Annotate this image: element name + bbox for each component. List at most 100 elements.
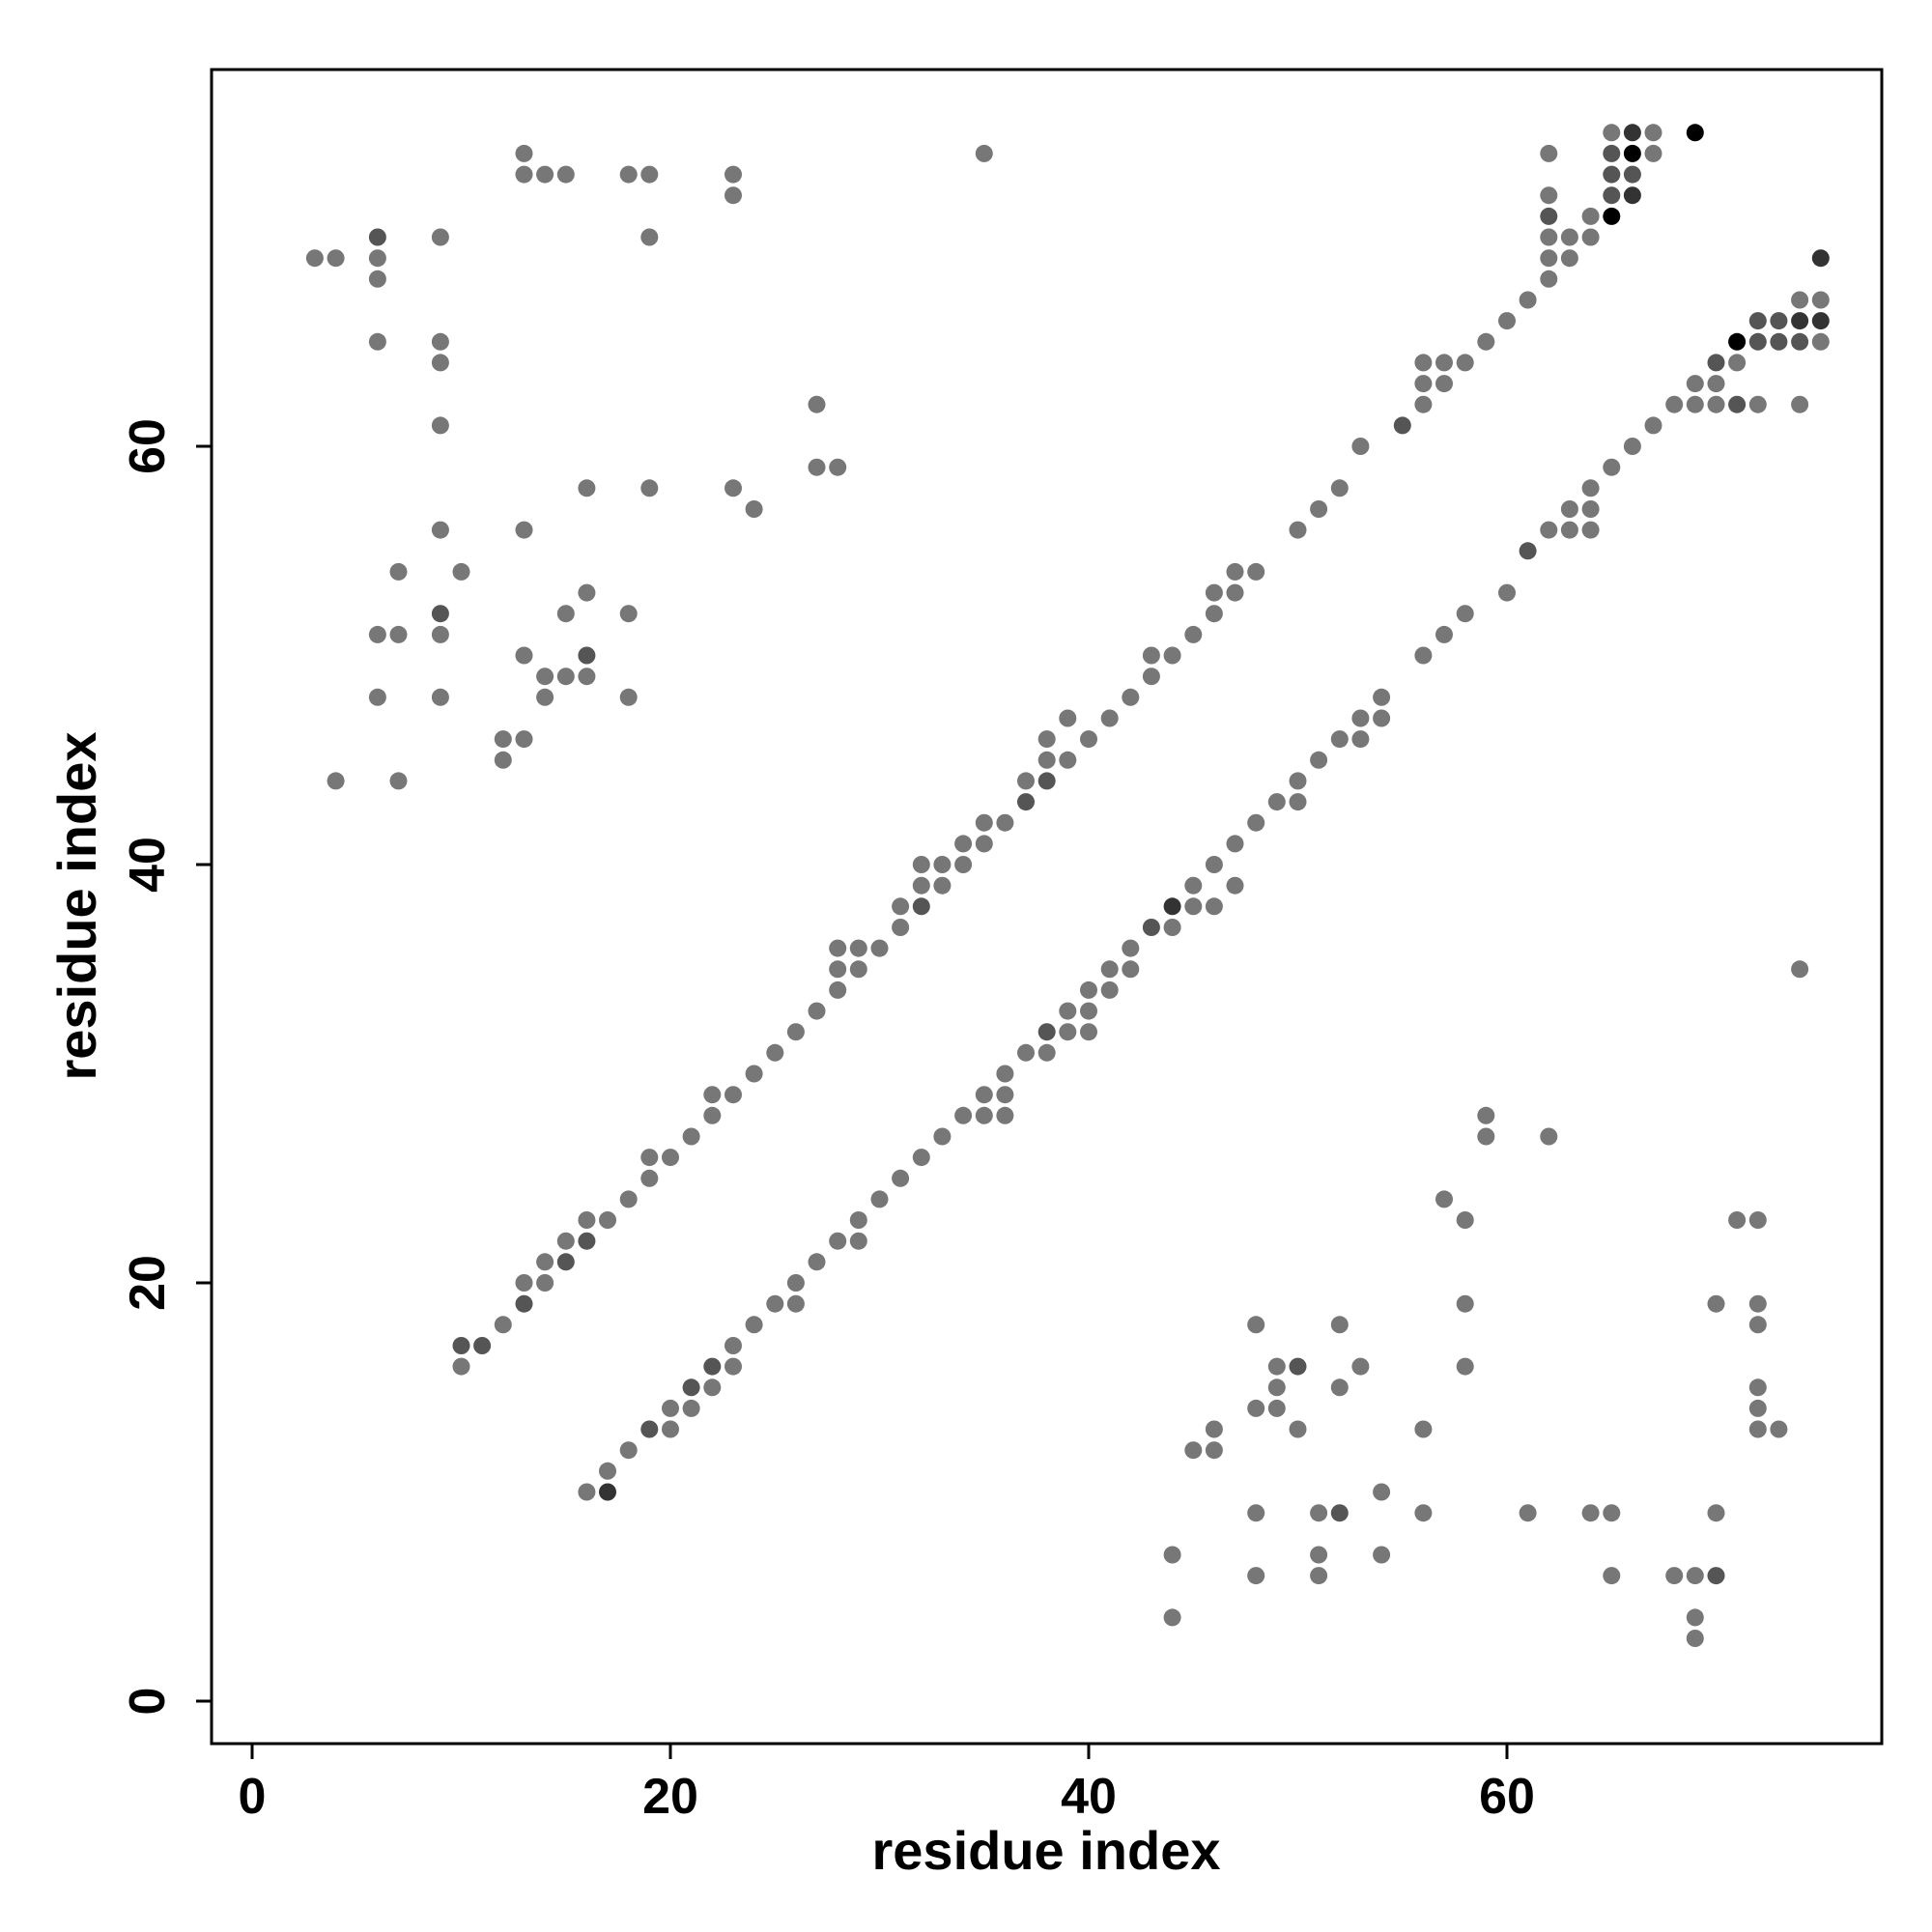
data-point [1100, 960, 1119, 979]
x-tick-label: 0 [239, 1769, 267, 1825]
data-point [766, 1043, 784, 1062]
data-point [1414, 395, 1433, 413]
y-axis: 0 20 40 60 [120, 418, 212, 1715]
data-point [1748, 332, 1767, 351]
data-point [1247, 562, 1265, 581]
data-point [1267, 1357, 1286, 1376]
data-point [1748, 312, 1767, 330]
data-point [1748, 1294, 1767, 1313]
data-point [829, 458, 847, 476]
data-point [1205, 1441, 1223, 1460]
data-point [640, 1149, 659, 1167]
data-point [892, 1169, 910, 1187]
data-point [682, 1127, 700, 1146]
data-point [1791, 960, 1809, 979]
data-point [1163, 897, 1181, 916]
data-point [662, 1399, 679, 1417]
data-point [1581, 500, 1600, 518]
data-point [786, 1294, 805, 1313]
data-point [786, 1274, 805, 1292]
data-point [1603, 1567, 1621, 1585]
data-point [1623, 186, 1641, 205]
data-point [1603, 165, 1621, 184]
data-point [1330, 1504, 1349, 1522]
data-point [536, 668, 554, 686]
data-point [1519, 542, 1537, 560]
data-point [1748, 1420, 1767, 1438]
data-point [1247, 1567, 1265, 1585]
data-point [452, 1337, 470, 1354]
x-tick-label: 60 [1479, 1769, 1535, 1825]
data-point [536, 1274, 554, 1292]
y-tick-label: 60 [120, 418, 176, 474]
data-point [1330, 1378, 1349, 1397]
data-point [494, 1316, 512, 1334]
data-point [808, 395, 826, 413]
data-point [1603, 144, 1621, 162]
data-point [473, 1337, 492, 1354]
data-point [1707, 375, 1725, 393]
data-point [1373, 709, 1391, 727]
data-point [515, 165, 533, 184]
data-point [1623, 438, 1641, 455]
y-tick-label: 20 [120, 1255, 176, 1311]
data-point [1393, 416, 1411, 435]
data-point [1080, 730, 1097, 749]
data-point [1435, 354, 1453, 372]
data-point [1728, 332, 1747, 351]
data-point [1540, 228, 1558, 246]
data-point [766, 1294, 784, 1313]
data-point [1435, 625, 1453, 643]
data-point [1811, 332, 1830, 351]
data-point [1456, 354, 1474, 372]
data-point [1560, 249, 1578, 268]
data-point [1540, 207, 1558, 225]
data-point [1581, 207, 1600, 225]
data-point [640, 165, 659, 184]
data-point [996, 1106, 1014, 1124]
data-point [1226, 835, 1244, 853]
data-point [1477, 332, 1495, 351]
data-point [1498, 312, 1516, 330]
data-point [1100, 980, 1119, 999]
data-point [1267, 1378, 1286, 1397]
data-point [578, 583, 596, 602]
data-point [327, 249, 345, 268]
data-point [515, 144, 533, 162]
data-point [1142, 646, 1160, 665]
data-point [1414, 354, 1433, 372]
data-point [431, 354, 449, 372]
data-point [1770, 332, 1788, 351]
data-point [431, 416, 449, 435]
data-point [431, 605, 449, 623]
data-point [1247, 1316, 1265, 1334]
data-point [786, 1023, 805, 1041]
data-point [1122, 688, 1140, 706]
data-point [1037, 730, 1056, 749]
x-tick-label: 20 [642, 1769, 698, 1825]
data-point [1205, 856, 1223, 873]
data-point [368, 228, 386, 246]
data-point [1644, 416, 1662, 435]
data-point [912, 876, 930, 895]
data-point [849, 960, 867, 979]
data-point [829, 960, 847, 979]
data-point [1226, 876, 1244, 895]
data-point [389, 562, 408, 581]
data-point [1644, 144, 1662, 162]
y-axis-title: residue index [46, 731, 107, 1080]
data-point [745, 500, 763, 518]
data-point [849, 1211, 867, 1229]
data-point [703, 1086, 722, 1104]
y-tick-label: 0 [120, 1688, 176, 1716]
data-point [1017, 1043, 1035, 1062]
data-point [1540, 521, 1558, 539]
data-point [578, 479, 596, 497]
data-point [662, 1420, 679, 1438]
data-point [1330, 479, 1349, 497]
data-point [1205, 605, 1223, 623]
data-point [1748, 1316, 1767, 1334]
data-point [619, 605, 638, 623]
data-point [662, 1149, 679, 1167]
